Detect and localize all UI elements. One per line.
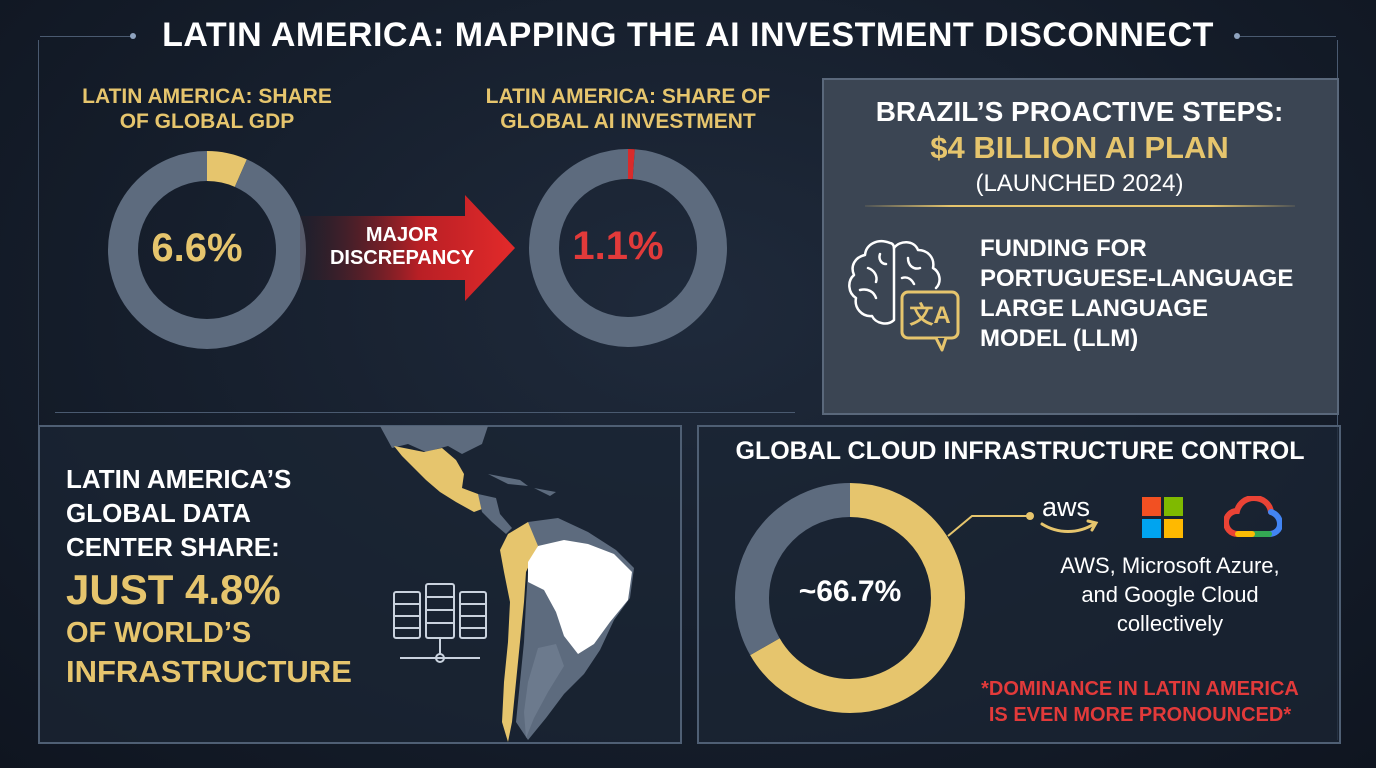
datacenter-text: LATIN AMERICA’S GLOBAL DATA CENTER SHARE… — [66, 462, 386, 692]
providers-text: AWS, Microsoft Azure, and Google Cloud c… — [1060, 553, 1280, 636]
north-america-landmass — [380, 426, 488, 454]
ai-donut-title: LATIN AMERICA: SHARE OF GLOBAL AI INVEST… — [485, 85, 771, 133]
latin-america-map — [380, 426, 634, 742]
google-cloud-logo-icon — [1224, 496, 1282, 537]
central-america-shape — [478, 494, 512, 534]
dc-share-value: JUST 4.8% — [66, 566, 281, 613]
ai-value: 1.1% — [572, 224, 664, 268]
mexico-shape — [394, 446, 490, 512]
dc-line2: GLOBAL DATA — [66, 498, 251, 528]
caribbean-islands — [488, 474, 556, 496]
brazil-launch-date: (LAUNCHED 2024) — [975, 170, 1184, 197]
andes-countries-shape — [500, 522, 546, 742]
brazil-funding-text: FUNDING FOR PORTUGUESE-LANGUAGE LARGE LA… — [980, 235, 1294, 352]
donut-slice-rest-of-world — [108, 151, 306, 349]
discrepancy-arrow — [300, 195, 515, 301]
donut-slice-rest-of-world — [529, 149, 727, 347]
brazil-plan: $4 BILLION AI PLAN — [930, 130, 1229, 165]
frame-dot-right — [1234, 33, 1240, 39]
dc-sub2: INFRASTRUCTURE — [66, 654, 352, 689]
donut-slice-others — [735, 483, 965, 713]
server-rack-icon — [393, 583, 487, 663]
dc-line1: LATIN AMERICA’S — [66, 464, 292, 494]
ai-donut-chart — [529, 149, 727, 347]
gdp-donut-title: LATIN AMERICA: SHARE OF GLOBAL GDP — [82, 85, 332, 133]
aws-logo-icon: aws — [1040, 492, 1099, 533]
brazil-panel — [822, 78, 1339, 415]
frame-dot-left — [130, 33, 136, 39]
brazil-divider — [865, 205, 1295, 207]
cloud-value: ~66.7% — [798, 575, 902, 608]
brain-translate-icon: 文A — [848, 239, 960, 352]
cloud-donut-chart — [735, 483, 965, 713]
gdp-donut-chart — [108, 151, 306, 349]
frame-top-right-line — [1240, 36, 1336, 37]
frame-left-line — [38, 40, 39, 740]
callout-line — [947, 512, 1034, 537]
frame-top-left-line — [40, 36, 135, 37]
section-divider-line — [55, 412, 795, 413]
gdp-value: 6.6% — [151, 226, 243, 270]
dc-sub1: OF WORLD’S — [66, 617, 252, 649]
translate-glyph: 文A — [909, 301, 950, 329]
aws-logo-text: aws — [1042, 492, 1090, 522]
argentina-shape — [524, 644, 564, 738]
microsoft-logo-icon — [1142, 497, 1183, 538]
page-title: LATIN AMERICA: MAPPING THE AI INVESTMENT… — [162, 16, 1214, 54]
dc-line3: CENTER SHARE: — [66, 532, 280, 562]
brazil-title: BRAZIL’S PROACTIVE STEPS: — [875, 96, 1284, 127]
dominance-note: *DOMINANCE IN LATIN AMERICA IS EVEN MORE… — [981, 678, 1299, 726]
brazil-shape — [528, 540, 632, 654]
cloud-title: GLOBAL CLOUD INFRASTRUCTURE CONTROL — [735, 437, 1305, 465]
discrepancy-label: MAJOR DISCREPANCY — [329, 224, 475, 269]
